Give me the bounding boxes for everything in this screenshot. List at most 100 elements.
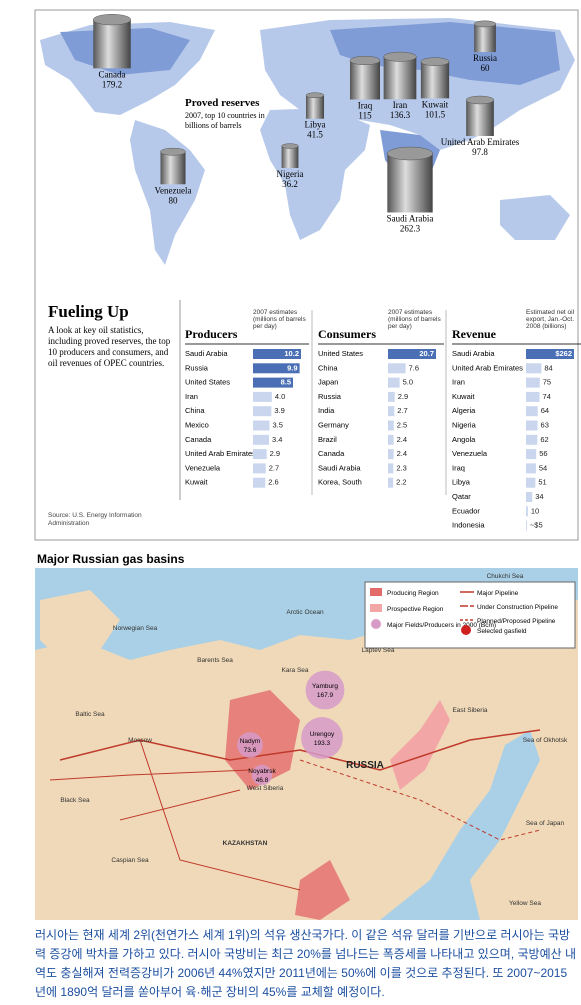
bar	[526, 477, 536, 488]
place-name: East Siberia	[452, 707, 487, 714]
planned-pipeline	[299, 759, 541, 841]
place-name: Kara Sea	[281, 667, 308, 674]
category-label: Mexico	[185, 420, 209, 429]
bar	[388, 363, 406, 374]
category-label: Angola	[452, 435, 476, 444]
category-label: Iraq	[452, 463, 465, 472]
barrel	[281, 146, 299, 168]
place-name: RUSSIA	[346, 760, 384, 771]
value-label: 3.4	[272, 435, 282, 444]
value-label: 75	[543, 378, 551, 387]
chart-subtitle-box: 2007 estimates (millions of barrels per …	[388, 309, 441, 330]
reserve-value: 136.3	[390, 110, 411, 120]
category-label: Nigeria	[452, 420, 477, 429]
field-value: 193.3	[314, 740, 331, 747]
category-label: Iran	[452, 378, 465, 387]
category-label: Kuwait	[452, 392, 475, 401]
category-label: Saudi Arabia	[185, 349, 228, 358]
value-label: $262	[555, 349, 572, 358]
category-label: Indonesia	[452, 521, 485, 530]
value-label: 2.7	[397, 406, 407, 415]
bar	[526, 420, 538, 431]
field-name: Noyabrsk	[248, 768, 276, 775]
barrel	[160, 151, 186, 185]
field-value: 73.6	[244, 747, 257, 754]
country-name: Venezuela	[155, 185, 192, 195]
bar	[526, 363, 542, 374]
reserve-value: 115	[358, 111, 372, 121]
category-label: Korea, South	[318, 478, 362, 487]
country-name: Canada	[99, 69, 126, 79]
scandinavia	[40, 590, 120, 660]
category-label: China	[318, 363, 338, 372]
bar	[253, 349, 301, 359]
bar	[388, 377, 400, 388]
barrel-top	[349, 55, 381, 66]
producing-region	[225, 690, 300, 790]
bar	[526, 449, 537, 460]
place-name: KAZAKHSTAN	[223, 840, 268, 847]
barrel-top	[383, 51, 417, 62]
value-label: 7.6	[409, 363, 419, 372]
barrel	[349, 60, 381, 100]
category-label: Libya	[452, 478, 471, 487]
legend-label: Major Fields/Producers in 2000 (Bcm)	[387, 622, 496, 629]
legend-label: Planned/Proposed Pipeline	[477, 618, 556, 625]
value-label: 2.7	[269, 463, 279, 472]
source: Source: U.S. Energy Information Administ…	[48, 512, 142, 527]
bar	[253, 391, 272, 402]
value-label: 5.0	[403, 378, 413, 387]
value-label: 2.5	[397, 420, 407, 429]
bar	[526, 391, 540, 402]
legend-swatch	[371, 619, 381, 629]
chart-subtitle: Estimated net oil export, Jan.-Oct. 2008…	[526, 309, 575, 330]
place-name: Moscow	[128, 737, 152, 744]
bar	[253, 406, 272, 417]
category-label: Saudi Arabia	[452, 349, 495, 358]
place-name: Laptev Sea	[362, 647, 395, 654]
producing-region	[295, 860, 350, 920]
legend-swatch	[461, 625, 471, 635]
bar	[526, 434, 538, 445]
category-label: Canada	[318, 449, 345, 458]
country-name: Iraq	[358, 101, 373, 111]
pipeline	[59, 729, 541, 771]
value-label: 84	[544, 363, 552, 372]
infographic-description: A look at key oil statistics, including …	[48, 325, 171, 368]
category-label: Saudi Arabia	[318, 463, 361, 472]
field-value: 167.9	[317, 692, 334, 699]
category-label: Kuwait	[185, 478, 208, 487]
category-label: India	[318, 406, 335, 415]
bar	[526, 406, 538, 417]
value-label: 10	[531, 506, 539, 515]
legend-label: Under Construction Pipeline	[477, 604, 558, 611]
barrel-top	[93, 14, 131, 26]
oil-infographic: Proved reserves Fueling Up Canada179.2Ru…	[34, 9, 581, 541]
russia-area	[330, 22, 560, 85]
value-label: 2.4	[397, 435, 407, 444]
country-name: United Arab Emirates	[441, 137, 520, 147]
category-label: China	[185, 406, 205, 415]
bar	[253, 363, 300, 374]
legend-label: Producing Region	[387, 590, 439, 597]
barrel	[474, 23, 496, 53]
value-label: 2.9	[270, 449, 280, 458]
value-label: 2.2	[396, 478, 406, 487]
barrel-top	[473, 20, 497, 28]
category-label: United States	[185, 378, 230, 387]
value-label: 2.9	[398, 392, 408, 401]
category-label: Ecuador	[452, 506, 480, 515]
bar	[253, 463, 266, 474]
value-label: 3.5	[272, 420, 282, 429]
bar	[526, 506, 528, 517]
barrel	[93, 19, 131, 69]
barrel-top	[281, 143, 299, 149]
reserve-value: 179.2	[102, 79, 122, 89]
value-label: 2.4	[397, 449, 407, 458]
category-label: United Arab Emirates	[452, 363, 523, 372]
value-label: 64	[541, 406, 549, 415]
reserve-value: 262.3	[400, 223, 421, 233]
value-label: 34	[535, 492, 543, 501]
category-label: Venezuela	[452, 449, 488, 458]
value-label: 51	[538, 478, 546, 487]
